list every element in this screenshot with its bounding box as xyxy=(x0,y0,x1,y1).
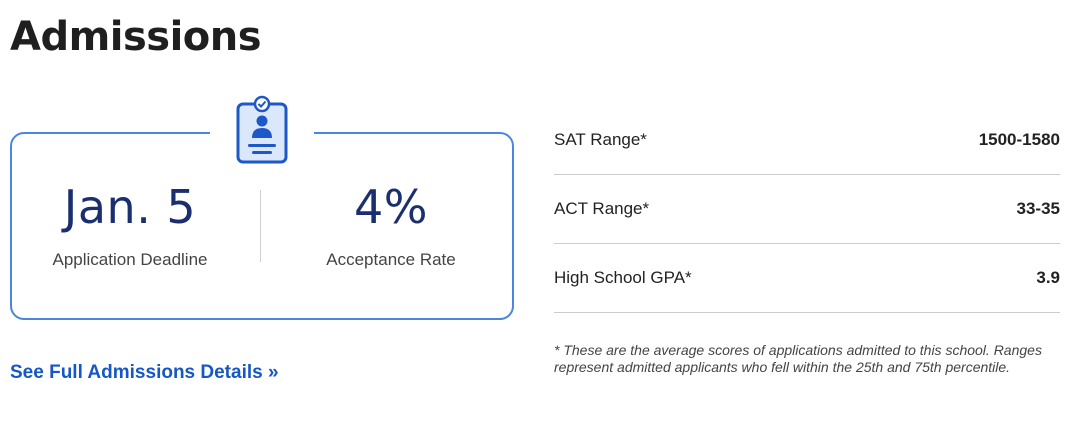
sat-range-value: 1500-1580 xyxy=(978,130,1060,149)
act-range-value: 33-35 xyxy=(1016,199,1060,218)
sat-range-row: SAT Range* 1500-1580 xyxy=(554,106,1060,175)
application-deadline-value: Jan. 5 xyxy=(63,180,197,234)
acceptance-rate-label: Acceptance Rate xyxy=(326,250,456,269)
scores-footnote: * These are the average scores of applic… xyxy=(554,342,1042,375)
application-clipboard-icon xyxy=(236,95,288,164)
gpa-value: 3.9 xyxy=(1036,268,1060,287)
act-range-label: ACT Range* xyxy=(554,199,650,218)
page-title: Admissions xyxy=(10,14,262,60)
sat-range-label: SAT Range* xyxy=(554,130,647,149)
acceptance-rate-value: 4% xyxy=(354,180,428,234)
gpa-row: High School GPA* 3.9 xyxy=(554,244,1060,313)
application-deadline-label: Application Deadline xyxy=(52,250,208,269)
stat-divider xyxy=(260,190,261,262)
gpa-label: High School GPA* xyxy=(554,268,692,287)
see-full-admissions-details-link[interactable]: See Full Admissions Details » xyxy=(10,362,279,383)
test-scores-table: SAT Range* 1500-1580 ACT Range* 33-35 Hi… xyxy=(554,106,1060,313)
act-range-row: ACT Range* 33-35 xyxy=(554,175,1060,244)
